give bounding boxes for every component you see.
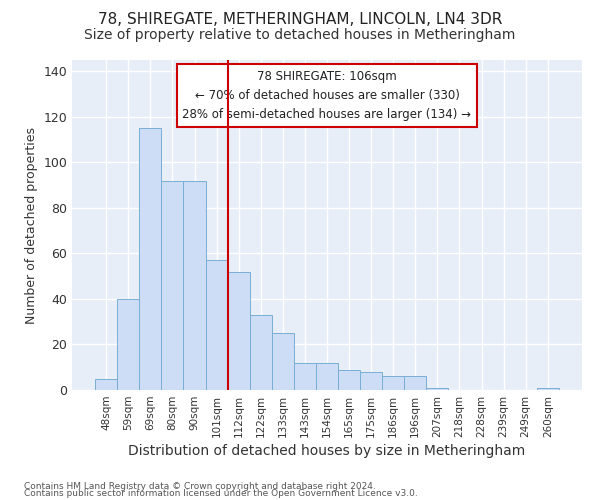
Bar [382, 376, 404, 390]
Text: Contains HM Land Registry data © Crown copyright and database right 2024.: Contains HM Land Registry data © Crown c… [24, 482, 376, 491]
Bar [316, 362, 338, 390]
Text: 78 SHIREGATE: 106sqm
← 70% of detached houses are smaller (330)
28% of semi-deta: 78 SHIREGATE: 106sqm ← 70% of detached h… [182, 70, 472, 121]
Bar [184, 180, 206, 390]
Bar [338, 370, 360, 390]
Bar [272, 333, 294, 390]
Bar [404, 376, 427, 390]
Bar [161, 180, 184, 390]
Bar [139, 128, 161, 390]
Text: Contains public sector information licensed under the Open Government Licence v3: Contains public sector information licen… [24, 489, 418, 498]
Bar [206, 260, 227, 390]
Bar [427, 388, 448, 390]
Bar [250, 315, 272, 390]
Text: 78, SHIREGATE, METHERINGHAM, LINCOLN, LN4 3DR: 78, SHIREGATE, METHERINGHAM, LINCOLN, LN… [98, 12, 502, 28]
Bar [95, 378, 117, 390]
Bar [227, 272, 250, 390]
Text: Size of property relative to detached houses in Metheringham: Size of property relative to detached ho… [85, 28, 515, 42]
Bar [294, 362, 316, 390]
Bar [537, 388, 559, 390]
X-axis label: Distribution of detached houses by size in Metheringham: Distribution of detached houses by size … [128, 444, 526, 458]
Bar [117, 299, 139, 390]
Y-axis label: Number of detached properties: Number of detached properties [25, 126, 38, 324]
Bar [360, 372, 382, 390]
